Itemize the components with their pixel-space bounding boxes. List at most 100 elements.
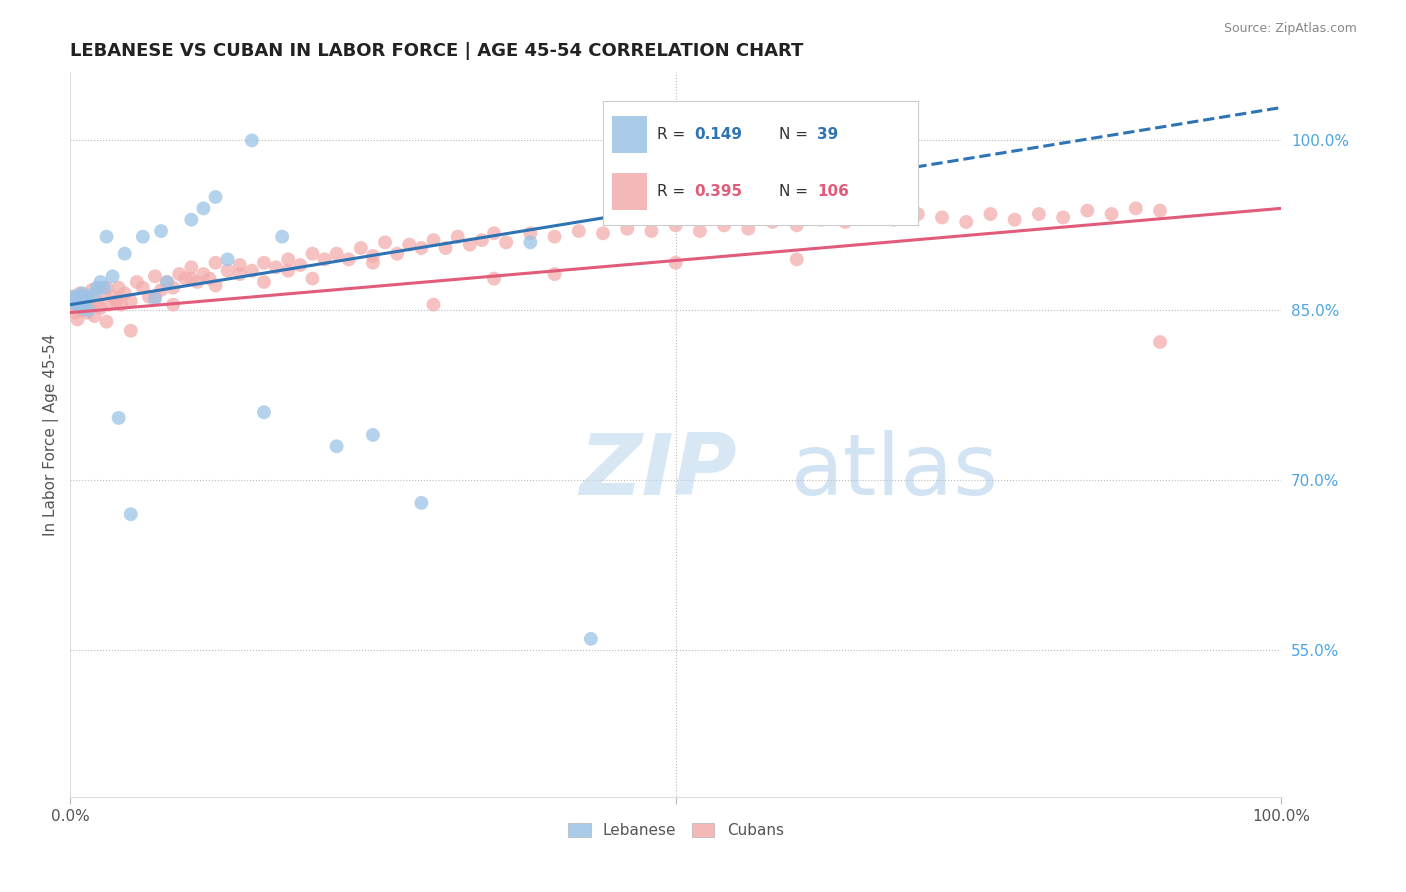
Point	[77, 303, 100, 318]
Point	[350, 241, 373, 255]
Point	[138, 290, 160, 304]
Point	[1125, 202, 1147, 216]
Point	[361, 249, 384, 263]
Point	[120, 294, 142, 309]
Point	[125, 275, 148, 289]
Point	[75, 294, 97, 309]
Point	[1004, 212, 1026, 227]
Point	[101, 290, 124, 304]
Point	[204, 278, 226, 293]
Point	[186, 275, 208, 289]
Point	[193, 202, 215, 216]
Point	[63, 290, 86, 304]
Point	[271, 229, 294, 244]
Point	[110, 298, 132, 312]
Point	[1028, 207, 1050, 221]
Point	[240, 263, 263, 277]
Point	[592, 227, 614, 241]
Text: ZIP: ZIP	[579, 430, 737, 513]
Point	[76, 305, 98, 319]
Point	[543, 229, 565, 244]
Point	[72, 303, 94, 318]
Point	[931, 211, 953, 225]
Point	[264, 260, 287, 275]
Point	[69, 295, 91, 310]
Point	[883, 212, 905, 227]
Point	[107, 411, 129, 425]
Point	[290, 258, 312, 272]
Point	[1052, 211, 1074, 225]
Point	[63, 294, 86, 309]
Point	[156, 275, 179, 289]
Point	[579, 632, 602, 646]
Point	[434, 241, 457, 255]
Point	[361, 256, 384, 270]
Point	[76, 290, 98, 304]
Point	[86, 280, 108, 294]
Point	[96, 229, 118, 244]
Point	[86, 294, 108, 309]
Point	[80, 283, 103, 297]
Point	[447, 229, 470, 244]
Point	[62, 290, 84, 304]
Point	[198, 271, 221, 285]
Point	[96, 315, 118, 329]
Point	[66, 312, 89, 326]
Point	[374, 235, 396, 250]
Point	[240, 133, 263, 147]
Point	[398, 237, 420, 252]
Point	[786, 252, 808, 267]
Point	[640, 224, 662, 238]
Point	[70, 301, 93, 315]
Point	[98, 298, 121, 312]
Point	[519, 235, 541, 250]
Point	[1076, 203, 1098, 218]
Point	[907, 207, 929, 221]
Point	[193, 267, 215, 281]
Point	[471, 233, 494, 247]
Point	[761, 215, 783, 229]
Point	[277, 263, 299, 277]
Point	[253, 275, 276, 289]
Point	[337, 252, 360, 267]
Point	[180, 271, 202, 285]
Point	[1149, 203, 1171, 218]
Point	[204, 190, 226, 204]
Point	[89, 301, 111, 315]
Point	[519, 227, 541, 241]
Point	[543, 267, 565, 281]
Point	[568, 224, 591, 238]
Point	[1101, 207, 1123, 221]
Point	[482, 271, 505, 285]
Point	[385, 246, 408, 260]
Point	[325, 439, 347, 453]
Legend: Lebanese, Cubans: Lebanese, Cubans	[561, 816, 790, 844]
Point	[73, 290, 96, 304]
Point	[834, 215, 856, 229]
Point	[89, 275, 111, 289]
Point	[229, 267, 252, 281]
Point	[665, 256, 688, 270]
Point	[83, 286, 105, 301]
Point	[65, 298, 87, 312]
Point	[101, 269, 124, 284]
Point	[689, 224, 711, 238]
Point	[73, 292, 96, 306]
Point	[96, 280, 118, 294]
Point	[204, 256, 226, 270]
Text: Source: ZipAtlas.com: Source: ZipAtlas.com	[1223, 22, 1357, 36]
Point	[422, 233, 444, 247]
Point	[229, 258, 252, 272]
Point	[143, 292, 166, 306]
Point	[786, 219, 808, 233]
Point	[1149, 334, 1171, 349]
Point	[495, 235, 517, 250]
Point	[93, 280, 115, 294]
Point	[132, 229, 155, 244]
Point	[253, 405, 276, 419]
Point	[713, 219, 735, 233]
Point	[458, 237, 481, 252]
Point	[217, 263, 239, 277]
Point	[314, 252, 336, 267]
Point	[411, 496, 433, 510]
